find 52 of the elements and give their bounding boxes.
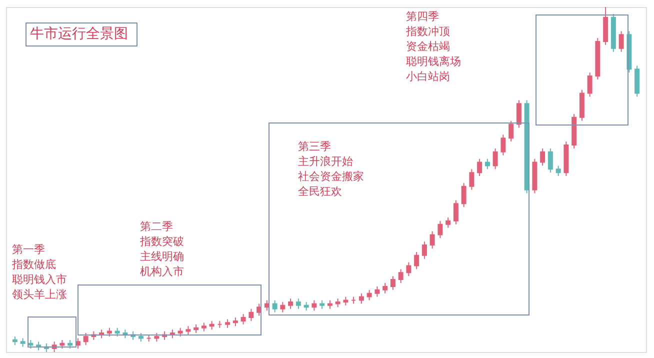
candlestick	[414, 251, 420, 270]
candlestick	[618, 30, 624, 52]
annotation: 指数做底	[11, 258, 56, 271]
candlestick	[587, 72, 592, 98]
candlestick	[272, 300, 278, 313]
candlestick	[492, 148, 498, 170]
annotation: 全民狂欢	[298, 185, 342, 198]
candlestick	[516, 100, 522, 128]
candlestick	[406, 262, 412, 277]
annotation: 第二季	[140, 220, 173, 233]
candlestick	[366, 289, 372, 301]
candlestick	[461, 182, 466, 208]
candlestick	[548, 148, 553, 174]
annotation: 第四季	[406, 10, 439, 23]
annotation: 第一季	[12, 243, 45, 256]
candlestick	[430, 230, 435, 249]
annotation: 指数突破	[139, 235, 184, 248]
candlestick	[398, 268, 404, 284]
annotation: 资金枯竭	[406, 40, 450, 53]
candlestick	[422, 241, 427, 260]
candlestick	[240, 314, 246, 325]
candlestick	[374, 286, 380, 298]
candlestick	[382, 282, 388, 294]
candlestick	[83, 332, 88, 346]
annotation: 主线明确	[140, 250, 184, 263]
candlestick	[500, 134, 506, 156]
candlestick	[312, 300, 317, 312]
candlestick	[453, 200, 458, 225]
candlestick	[484, 158, 490, 170]
candlestick	[358, 292, 364, 304]
annotation: 主升浪开始	[298, 155, 353, 168]
text: 牛市运行全景图	[30, 26, 128, 42]
candlestick	[469, 168, 474, 190]
annotation: 机构入市	[140, 265, 184, 278]
candlestick	[446, 216, 451, 228]
candlestick	[508, 120, 514, 142]
annotation: 领头羊上涨	[12, 288, 67, 301]
candlestick	[288, 298, 294, 310]
candlestick	[438, 220, 443, 239]
candlestick	[248, 308, 254, 322]
candlestick	[280, 301, 286, 313]
annotation: 第三季	[298, 140, 331, 153]
annotation: 指数冲顶	[405, 25, 450, 38]
candlestick	[556, 165, 561, 177]
candlestick	[296, 298, 301, 310]
candlestick	[390, 276, 396, 290]
annotation: 聪明钱离场	[406, 55, 461, 68]
annotation: 聪明钱入市	[12, 273, 67, 286]
annotation: 社会资金搬家	[298, 170, 364, 183]
candlestick	[477, 158, 482, 177]
annotation: 小白站岗	[406, 70, 450, 83]
candlestick	[540, 148, 546, 166]
